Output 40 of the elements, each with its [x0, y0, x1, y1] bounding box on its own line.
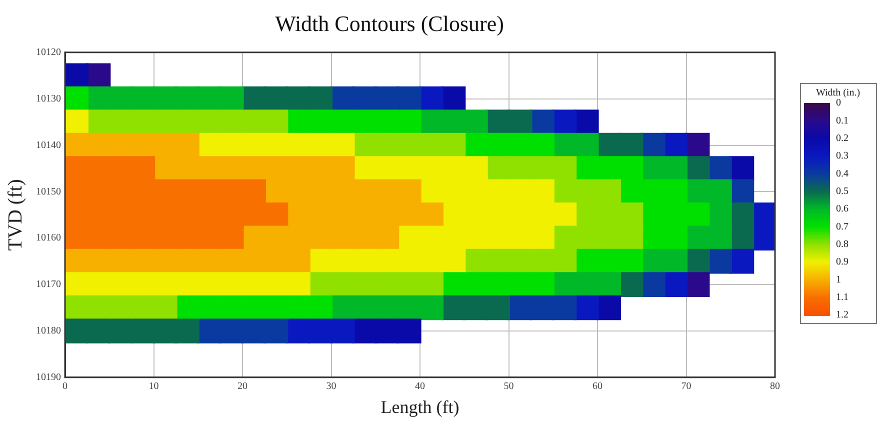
point [65, 156, 88, 181]
color-bar-label: 0.8 [836, 238, 848, 250]
x-tick-label: 40 [415, 381, 425, 392]
color-bar-label: 0.4 [836, 168, 848, 180]
y-tick-label: 10180 [36, 326, 61, 337]
x-tick-label: 80 [770, 381, 780, 392]
color-bar-label: 1 [836, 274, 841, 286]
y-tick-label: 10150 [36, 186, 61, 198]
x-tick-label: 60 [592, 381, 602, 392]
y-tick-label: 10190 [36, 372, 61, 384]
y-tick-label: 10120 [36, 47, 61, 58]
x-tick-label: 20 [238, 381, 248, 392]
color-bar-label: 0.9 [836, 256, 848, 268]
x-tick-label: 50 [504, 381, 514, 392]
point [219, 318, 244, 344]
y-tick-label: 10160 [36, 232, 61, 244]
color-bar-label: 0.1 [836, 115, 848, 126]
color-bar-label: 0.3 [836, 150, 848, 162]
point [65, 226, 88, 251]
y-tick-label: 10170 [36, 279, 61, 290]
point [396, 318, 422, 344]
color-bar-title: Width (in.) [816, 88, 860, 99]
point [65, 63, 88, 88]
color-bar-label: 0 [836, 98, 841, 109]
y-axis-title: TVD (ft) [4, 179, 26, 251]
y-tick-label: 10130 [36, 93, 61, 104]
x-tick-label: 0 [62, 381, 68, 392]
chart-title: Width Contours (Closure) [275, 10, 504, 36]
x-tick-label: 10 [148, 381, 159, 392]
x-tick-label: 30 [326, 381, 336, 392]
color-bar-label: 1.1 [836, 292, 848, 303]
y-tick-label: 10140 [36, 140, 61, 151]
color-bar-label: 0.5 [836, 186, 848, 197]
color-bar-label: 1.2 [836, 310, 848, 321]
color-bar-label: 0.7 [836, 221, 848, 232]
x-tick-label: 70 [681, 381, 692, 392]
x-axis-title: Length (ft) [380, 396, 460, 417]
color-bar-label: 0.2 [836, 132, 848, 144]
color-bar-label: 0.6 [836, 204, 848, 215]
point [507, 295, 532, 320]
